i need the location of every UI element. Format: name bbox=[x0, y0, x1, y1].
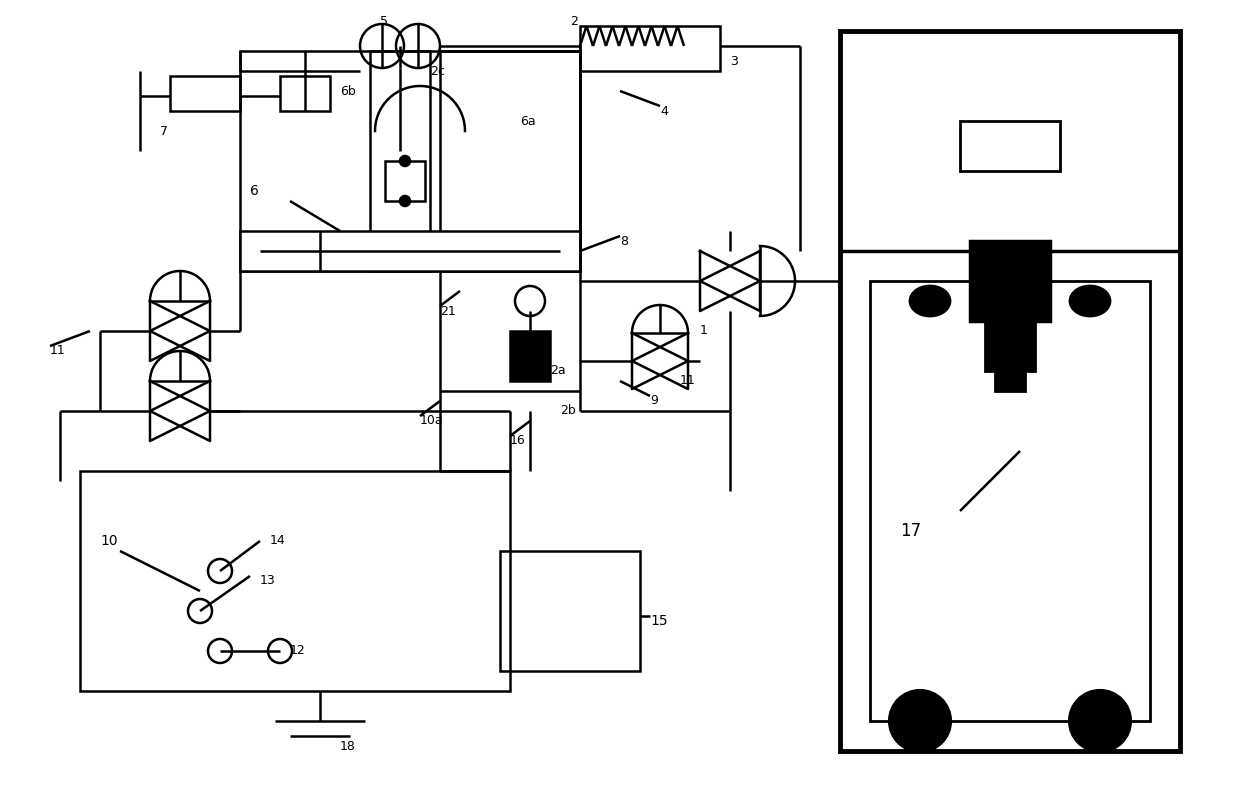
Text: 6: 6 bbox=[250, 184, 259, 198]
Bar bbox=[241, 231, 580, 271]
Text: 17: 17 bbox=[900, 522, 921, 540]
Text: 6a: 6a bbox=[520, 115, 536, 127]
Text: 16: 16 bbox=[510, 434, 526, 448]
Circle shape bbox=[401, 196, 410, 206]
Bar bbox=[870, 281, 1149, 721]
Text: 2: 2 bbox=[570, 14, 578, 28]
Text: 7: 7 bbox=[160, 124, 167, 138]
Text: 2a: 2a bbox=[551, 365, 565, 377]
Bar bbox=[241, 51, 580, 271]
Text: 9: 9 bbox=[650, 395, 658, 407]
Bar bbox=[580, 26, 720, 71]
Text: 18: 18 bbox=[340, 740, 356, 752]
Text: 13: 13 bbox=[260, 574, 275, 588]
Text: 15: 15 bbox=[650, 614, 667, 628]
Text: 10: 10 bbox=[100, 534, 118, 548]
Text: 1: 1 bbox=[701, 324, 708, 338]
Text: 14: 14 bbox=[270, 535, 285, 547]
Bar bbox=[384, 161, 425, 201]
Ellipse shape bbox=[1070, 286, 1110, 316]
Text: 4: 4 bbox=[660, 104, 668, 118]
Circle shape bbox=[401, 156, 410, 166]
Text: 12: 12 bbox=[290, 645, 306, 657]
Bar bbox=[440, 51, 580, 271]
Text: 2b: 2b bbox=[560, 404, 575, 418]
Circle shape bbox=[890, 691, 950, 751]
Bar bbox=[970, 241, 1050, 321]
Bar bbox=[170, 76, 241, 111]
Text: 2c: 2c bbox=[430, 65, 445, 78]
Bar bbox=[280, 76, 330, 111]
Circle shape bbox=[1070, 691, 1130, 751]
Text: 10a: 10a bbox=[420, 414, 444, 427]
Text: 21: 21 bbox=[440, 305, 456, 317]
Bar bbox=[81, 471, 510, 691]
Text: 5: 5 bbox=[379, 14, 388, 28]
Text: 11: 11 bbox=[680, 374, 696, 388]
Text: 6b: 6b bbox=[340, 85, 356, 97]
Text: 11: 11 bbox=[50, 345, 66, 358]
Bar bbox=[510, 331, 551, 381]
Bar bbox=[370, 51, 430, 271]
Bar bbox=[994, 366, 1025, 391]
Bar bbox=[839, 31, 1180, 751]
Text: 8: 8 bbox=[620, 234, 627, 248]
Bar bbox=[500, 551, 640, 671]
Bar bbox=[985, 316, 1035, 371]
Ellipse shape bbox=[910, 286, 950, 316]
Text: 3: 3 bbox=[730, 55, 738, 67]
Bar bbox=[960, 121, 1060, 171]
